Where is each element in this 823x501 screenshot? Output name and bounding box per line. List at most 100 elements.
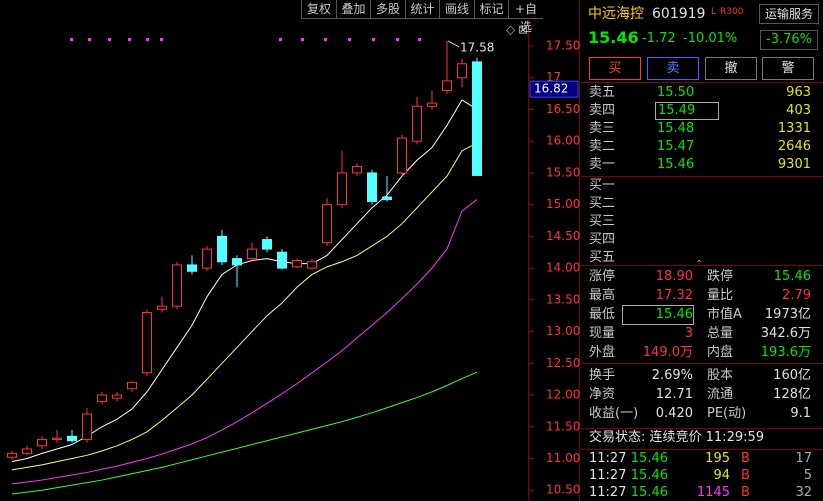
ask-volume: 1331 xyxy=(777,121,811,136)
toolbar-button[interactable]: 标记 xyxy=(473,0,509,19)
toolbar-button[interactable]: +自选 xyxy=(508,0,543,34)
trade-count: 32 xyxy=(795,485,812,500)
candle-body xyxy=(142,312,152,374)
stat-label: 量比 xyxy=(707,288,734,303)
stat-value: 9.1 xyxy=(790,406,811,421)
separator xyxy=(581,82,823,83)
candle-body xyxy=(322,204,332,244)
stat-value: 2.69% xyxy=(651,368,693,383)
candle-body xyxy=(427,102,437,107)
stat-value: 18.90 xyxy=(655,269,693,284)
candle-body xyxy=(457,63,467,79)
candle-body xyxy=(127,381,137,390)
toolbar-button[interactable]: 多股 xyxy=(370,0,405,19)
trade-volume: 195 xyxy=(705,451,730,466)
stat-label: 最高 xyxy=(589,288,616,303)
action-button[interactable]: 警 xyxy=(762,57,814,80)
y-tick-label: 14.00 xyxy=(546,261,580,275)
ask-label: 卖三 xyxy=(589,121,616,136)
moving-average xyxy=(11,99,478,463)
candle-body xyxy=(217,235,227,263)
action-button[interactable]: 撤 xyxy=(705,57,757,80)
stat-value: 149.0万 xyxy=(642,345,693,360)
moving-average xyxy=(11,142,478,471)
candle-body xyxy=(22,448,32,454)
ask-label: 卖二 xyxy=(589,139,616,154)
separator xyxy=(581,428,823,429)
stat-value: 1973亿 xyxy=(764,307,811,322)
stat-label: 外盘 xyxy=(589,345,616,360)
bid-label: 买四 xyxy=(589,232,616,247)
stat-label: 总量 xyxy=(707,326,734,341)
candle-body xyxy=(52,437,62,440)
y-tick-label: 11.50 xyxy=(546,419,580,433)
stat-value: 2.79 xyxy=(782,288,811,303)
y-tick-label: 11.00 xyxy=(546,451,580,465)
separator xyxy=(581,449,823,450)
trade-count: 5 xyxy=(803,468,812,483)
candle-body xyxy=(247,248,257,260)
stat-value: 15.46 xyxy=(622,305,694,325)
sector[interactable]: 运输服务 xyxy=(759,4,819,24)
candle-body xyxy=(292,260,302,268)
stat-label: 股本 xyxy=(707,368,734,383)
candle-body xyxy=(412,105,422,142)
candle-body xyxy=(37,438,47,447)
change-pct: -10.01% xyxy=(683,31,738,46)
icon[interactable]: ◇ xyxy=(506,23,516,37)
stat-label: 最低 xyxy=(589,307,616,322)
trade-side: B xyxy=(741,485,750,500)
icon[interactable]: ⊠ xyxy=(518,23,528,37)
bid-label: 买二 xyxy=(589,196,616,211)
candle-body xyxy=(307,261,317,269)
signal-dots xyxy=(70,38,421,41)
y-tick-label: 13.50 xyxy=(546,292,580,306)
y-tick-label: 16.00 xyxy=(546,134,580,148)
candle-body xyxy=(337,172,347,206)
y-tick-label: 10.50 xyxy=(546,483,580,497)
ask-price: 15.49 xyxy=(655,102,719,120)
candle-body xyxy=(202,248,212,269)
stat-label: 跌停 xyxy=(707,269,734,284)
stat-label: 现量 xyxy=(589,326,616,341)
moving-average xyxy=(11,199,478,485)
ask-label: 卖五 xyxy=(589,85,616,100)
toolbar-button[interactable]: 叠加 xyxy=(335,0,371,19)
trade-price: 15.46 xyxy=(630,451,668,466)
stat-value: 193.6万 xyxy=(760,345,811,360)
separator xyxy=(581,265,823,266)
stock-name: 中远海控 xyxy=(588,6,644,22)
candle-body xyxy=(97,394,107,402)
stat-value: 342.6万 xyxy=(760,326,811,341)
trade-side: B xyxy=(741,468,750,483)
action-button[interactable]: 买 xyxy=(589,57,641,80)
ask-volume: 963 xyxy=(786,85,811,100)
stat-value: 3 xyxy=(684,326,693,341)
candle-body xyxy=(7,452,17,458)
y-tick-label: 12.00 xyxy=(546,388,580,402)
high-label: 17.58 xyxy=(460,40,494,54)
stat-label: 流通 xyxy=(707,387,734,402)
y-tick-label: 16.50 xyxy=(546,102,580,116)
bid-label: 买一 xyxy=(589,178,616,193)
stat-value: 15.46 xyxy=(773,269,811,284)
change: -1.72 xyxy=(642,31,676,46)
trade-time: 11:27 xyxy=(589,451,627,466)
ask-price: 15.48 xyxy=(657,121,695,136)
toolbar-button[interactable]: 复权 xyxy=(301,0,336,19)
stat-label: 收益(一) xyxy=(589,406,639,421)
stat-value: 128亿 xyxy=(773,387,811,402)
collapse[interactable]: ⌃ xyxy=(695,259,704,270)
separator xyxy=(581,176,823,177)
y-tick-label: 12.50 xyxy=(546,356,580,370)
candle-body xyxy=(367,172,377,202)
trade-price: 15.46 xyxy=(630,468,668,483)
toolbar-button[interactable]: 统计 xyxy=(404,0,440,19)
candle-body xyxy=(112,394,122,399)
ask-volume: 9301 xyxy=(777,157,811,172)
toolbar-button[interactable]: 画线 xyxy=(439,0,474,19)
candle-body xyxy=(442,80,452,91)
separator xyxy=(581,363,823,364)
stock-code: 601919 xyxy=(652,6,706,22)
action-button[interactable]: 卖 xyxy=(647,57,699,80)
